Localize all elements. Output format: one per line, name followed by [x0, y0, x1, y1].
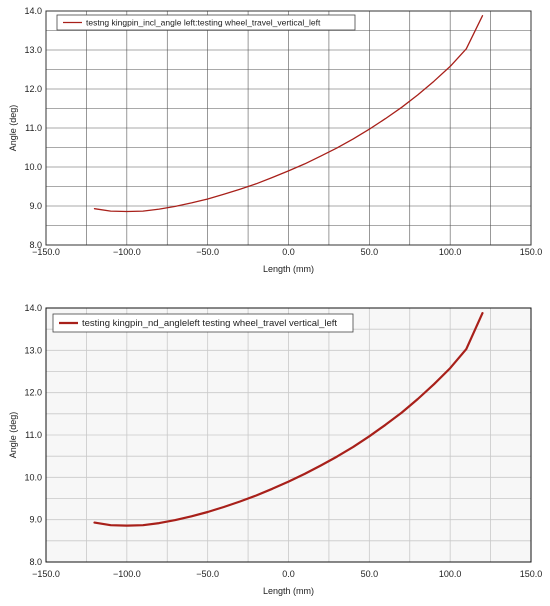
y-axis-label: Angle (deg)	[8, 412, 18, 459]
legend-box	[56, 14, 356, 31]
grid	[46, 308, 531, 562]
legend-entry: testing kingpin_nd_angleleft testing whe…	[82, 318, 337, 329]
x-tick-label: 100.0	[439, 247, 462, 257]
legend: testing kingpin_nd_angleleft testing whe…	[52, 313, 354, 333]
series-line	[93, 15, 484, 213]
chart-1: −150.0 −100.0 −50.0 0.0 50.0 100.0 150.0 8.0 9.0…	[8, 6, 542, 274]
x-tick-label: −150.0	[32, 569, 60, 579]
y-tick-label: 14.0	[24, 6, 42, 16]
x-tick-label: −150.0	[32, 247, 60, 257]
y-tick-label: 14.0	[24, 303, 42, 313]
x-tick-label: 50.0	[361, 247, 379, 257]
plot-border	[45, 10, 532, 246]
x-tick-label: −100.0	[113, 247, 141, 257]
y-tick-label: 13.0	[24, 45, 42, 55]
x-axis-label: Length (mm)	[263, 586, 314, 596]
y-tick-label: 9.0	[29, 515, 42, 525]
y-tick-label: 8.0	[29, 240, 42, 250]
y-tick-label: 12.0	[24, 388, 42, 398]
x-tick-label: 0.0	[282, 569, 295, 579]
x-axis-label: Length (mm)	[263, 264, 314, 274]
chart-2: −150.0 −100.0 −50.0 0.0 50.0 100.0 150.0 8.0 9.0…	[8, 303, 542, 596]
series-line	[93, 312, 484, 527]
x-tick-label: −50.0	[196, 247, 219, 257]
x-tick-label: 0.0	[282, 247, 295, 257]
legend-box	[52, 313, 354, 333]
y-tick-label: 8.0	[29, 557, 42, 567]
grid	[46, 11, 531, 245]
x-tick-label: −50.0	[196, 569, 219, 579]
y-tick-label: 11.0	[25, 123, 42, 133]
legend: testng kingpin_incl_angle left:testing w…	[56, 14, 356, 31]
y-tick-label: 10.0	[24, 472, 42, 482]
y-axis-label: Angle (deg)	[8, 105, 18, 152]
plot-border	[45, 307, 532, 563]
y-tick-label: 9.0	[29, 201, 42, 211]
y-tick-label: 11.0	[25, 430, 42, 440]
x-tick-label: −100.0	[113, 569, 141, 579]
legend-entry: testng kingpin_incl_angle left:testing w…	[86, 18, 321, 28]
x-tick-label: 50.0	[361, 569, 379, 579]
y-tick-label: 13.0	[24, 345, 42, 355]
y-tick-label: 12.0	[24, 84, 42, 94]
y-tick-label: 10.0	[24, 162, 42, 172]
x-tick-label: 100.0	[439, 569, 462, 579]
x-tick-label: 150.0	[520, 247, 543, 257]
x-tick-label: 150.0	[520, 569, 543, 579]
